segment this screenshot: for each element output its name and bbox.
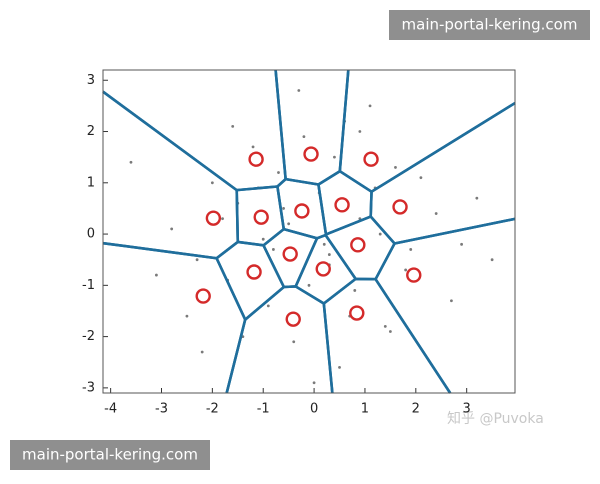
point [266,304,270,308]
centroid [282,246,298,262]
voronoi-edge [324,215,396,281]
point [200,350,204,354]
centroid [350,237,366,253]
point [338,365,341,369]
centroid [248,151,264,167]
centroid [334,197,350,213]
y-tick-label: -1 [82,278,95,293]
y-tick-label: 2 [87,124,95,139]
point [333,155,336,159]
centroid [195,288,211,304]
point [353,289,357,292]
point [302,135,306,139]
voronoi-edge [274,69,350,186]
centroid [303,146,319,162]
point [287,222,291,226]
voronoi-edge [102,69,287,192]
point [368,104,372,108]
centroid [285,311,301,327]
voronoi-edge [369,101,516,245]
voronoi-edge [262,227,319,289]
point [307,283,311,287]
point [221,217,224,221]
x-tick-label: -1 [257,402,270,417]
centroid [246,264,262,280]
watermark-box [389,10,590,40]
plot-frame [102,69,516,394]
centroid [349,305,365,321]
point [195,258,199,262]
voronoi-edge [317,170,373,236]
point [129,160,133,164]
point [231,124,235,128]
point [155,273,158,277]
centroid [406,267,422,283]
x-tick-label: 2 [412,402,420,417]
voronoi-edge [235,185,286,247]
point [312,381,316,385]
point [327,253,331,256]
watermark: main-portal-kering.com [402,16,578,34]
voronoi-edge [338,69,516,193]
point [261,237,265,241]
point [450,299,453,303]
x-tick-label: -2 [206,402,219,417]
point [271,248,275,251]
centroid [363,151,379,167]
credit: 知乎 @Puvoka [447,410,544,427]
y-tick-label: -2 [82,329,95,344]
x-tick-label: -3 [155,402,168,417]
voronoi-edge [102,241,247,394]
watermark-box [10,440,210,470]
point [292,340,296,344]
y-tick-label: 3 [87,73,95,88]
point [388,330,392,333]
point [409,248,413,251]
centroid [205,210,222,226]
point [383,324,387,328]
centroid [392,199,408,215]
centroid [294,203,310,219]
point [282,207,285,210]
point [460,242,463,246]
point [358,130,362,133]
point [490,258,494,262]
voronoi-edge [225,285,334,394]
y-tick-label: 0 [87,227,95,242]
point [394,166,397,169]
watermark: main-portal-kering.com [22,446,198,464]
point [185,314,189,318]
point [251,145,255,149]
centroid [315,261,331,277]
x-tick-label: 0 [310,402,318,417]
voronoi-edge [374,217,516,394]
point [210,181,214,185]
x-tick-label: 1 [361,402,369,417]
voronoi-edge [322,277,452,394]
point [404,268,408,272]
point [170,227,174,231]
point [277,171,280,174]
point [434,212,438,215]
point [322,242,326,246]
point [419,176,423,180]
point [475,196,479,200]
voronoi-edge [102,90,240,260]
point [378,232,382,236]
x-tick-label: 3 [463,402,471,417]
x-tick-label: -4 [104,402,117,417]
y-tick-label: -3 [82,380,95,395]
point [297,89,301,92]
y-tick-label: 1 [87,175,95,190]
centroid [253,209,269,225]
